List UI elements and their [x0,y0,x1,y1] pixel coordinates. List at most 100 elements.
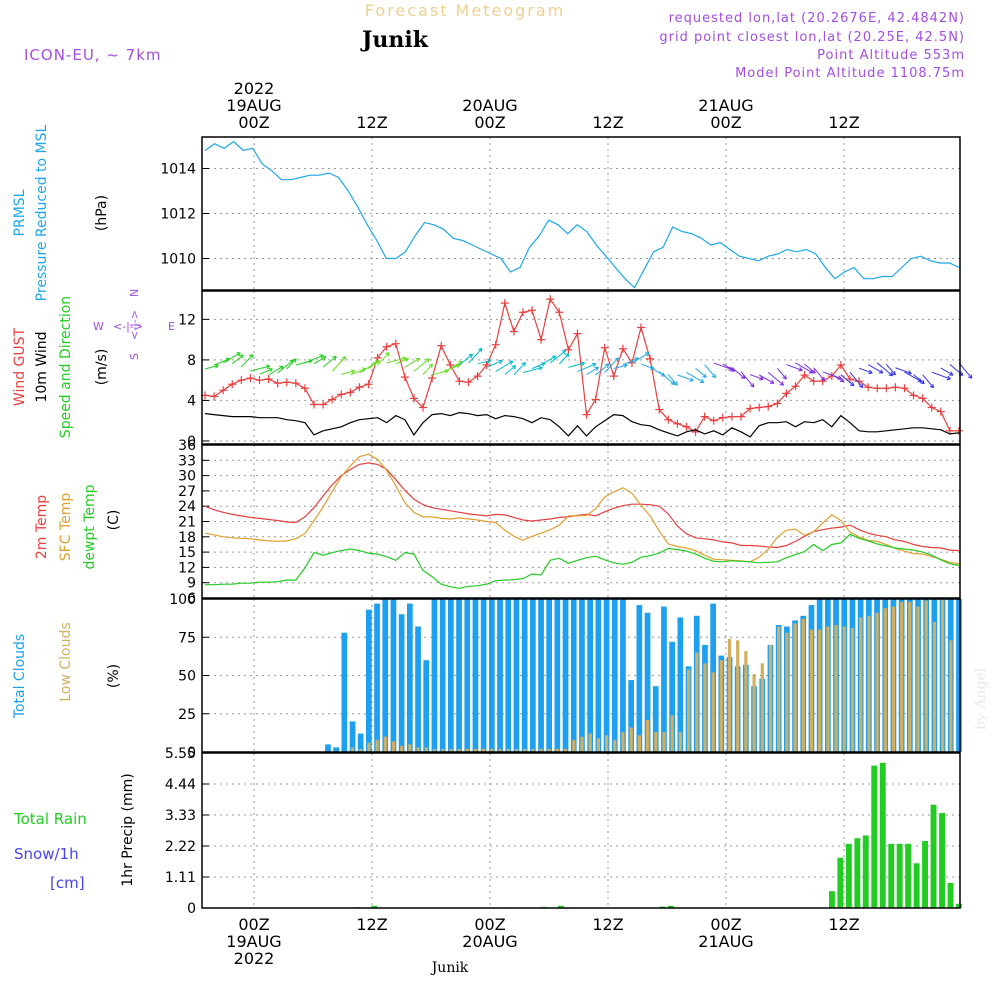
bar [956,599,962,752]
wind-arrow [222,352,241,364]
bar [570,599,577,752]
bar [896,843,903,908]
wind-arrow [804,363,816,374]
gust-point [664,415,673,424]
bar [793,623,797,752]
y-tick-label: 75 [178,630,196,646]
wind-arrow-head [798,367,803,372]
wind-arrow [240,354,254,368]
bar [408,744,412,752]
gust-point [573,329,582,338]
bottom-axis-label: 00Z [710,915,741,934]
wind-arrow-head [591,362,597,368]
bar [916,606,920,752]
panel-clouds: 0 25 50 75 100 Total Clouds Low Clouds (%) [12,592,962,761]
bar [398,614,405,752]
gust-point [518,308,527,317]
bar [646,719,650,752]
gust-point [709,416,718,425]
wind-arrow [322,355,337,368]
wind-arrow-head [699,378,705,383]
gust-point [764,402,773,411]
gust-point [809,377,818,386]
panel-precip: 0 1.11 2.22 3.33 4.44 5.55 1hr Precip (mm) Tota… [13,746,962,917]
gust-point [637,323,646,332]
bar [431,599,438,752]
wind-arrow [231,354,244,365]
bar [913,863,920,908]
bar [818,629,822,752]
bar [374,603,380,752]
wind-arrow-head [239,354,244,359]
wind-arrow [395,357,409,365]
wind-arrow [613,364,628,369]
gust-point [400,373,409,382]
wind-arrow-head [948,371,954,376]
bar [555,748,559,752]
y-tick-label: 1.11 [165,870,196,886]
bar [472,599,479,752]
wind-arrow-head [415,357,420,363]
gust-point [736,412,745,421]
wind-arrow-head [702,373,707,378]
gust-point [473,372,482,381]
y-tick-label: 1012 [160,207,196,223]
gust-point [555,308,564,317]
wind-arrow [631,352,650,364]
footer-location: Junik [430,960,469,976]
panel-frame [201,136,961,291]
bar [637,735,641,752]
gust-point [346,388,355,397]
wind-arrow [404,357,420,368]
bar [367,742,371,752]
wind-arrow [504,365,516,375]
bar [768,644,773,752]
bar [719,660,723,752]
panel-frame [201,444,961,599]
gust-point [836,360,845,369]
y-tick-label: 5.55 [165,746,196,762]
wind-arrow [204,364,219,370]
wind-arrow-head [868,369,873,375]
wind-arrow [731,367,746,379]
wind-arrow-head [673,381,678,386]
gust-point [591,395,600,404]
bar [888,843,895,908]
bar [596,738,600,752]
bar [941,599,945,752]
bar [448,599,454,752]
bar [924,600,928,752]
gust-point [246,374,255,383]
gust-point [646,354,655,363]
bar [703,663,707,752]
bar [539,748,543,752]
gust-point [455,377,464,386]
bar [371,905,378,908]
wind-arrow [422,363,433,375]
bar [366,609,372,752]
wind-arrow-head [478,347,483,353]
bar [579,599,585,752]
y-tick-label: 2.22 [165,839,196,855]
gust-point [918,394,927,403]
bar [809,629,814,752]
wind-arrow [341,370,355,375]
wind-arrow [795,362,814,374]
wind-arrow [268,365,284,376]
gust-point [791,382,800,391]
wind-arrow-head [425,358,430,363]
gust-point [437,341,446,350]
gust-point [782,389,791,398]
bar [908,602,912,752]
wind-arrow [895,367,912,375]
bar [341,632,348,752]
wind-arrow [767,371,784,386]
series-line [204,462,960,552]
y-tick-label: 12 [178,312,196,328]
gust-point [491,340,500,349]
bar [521,599,528,752]
compass-e: E [168,320,175,333]
ylabel-total-clouds: Total Clouds [12,634,28,719]
bar [611,599,618,752]
bar [605,735,609,752]
